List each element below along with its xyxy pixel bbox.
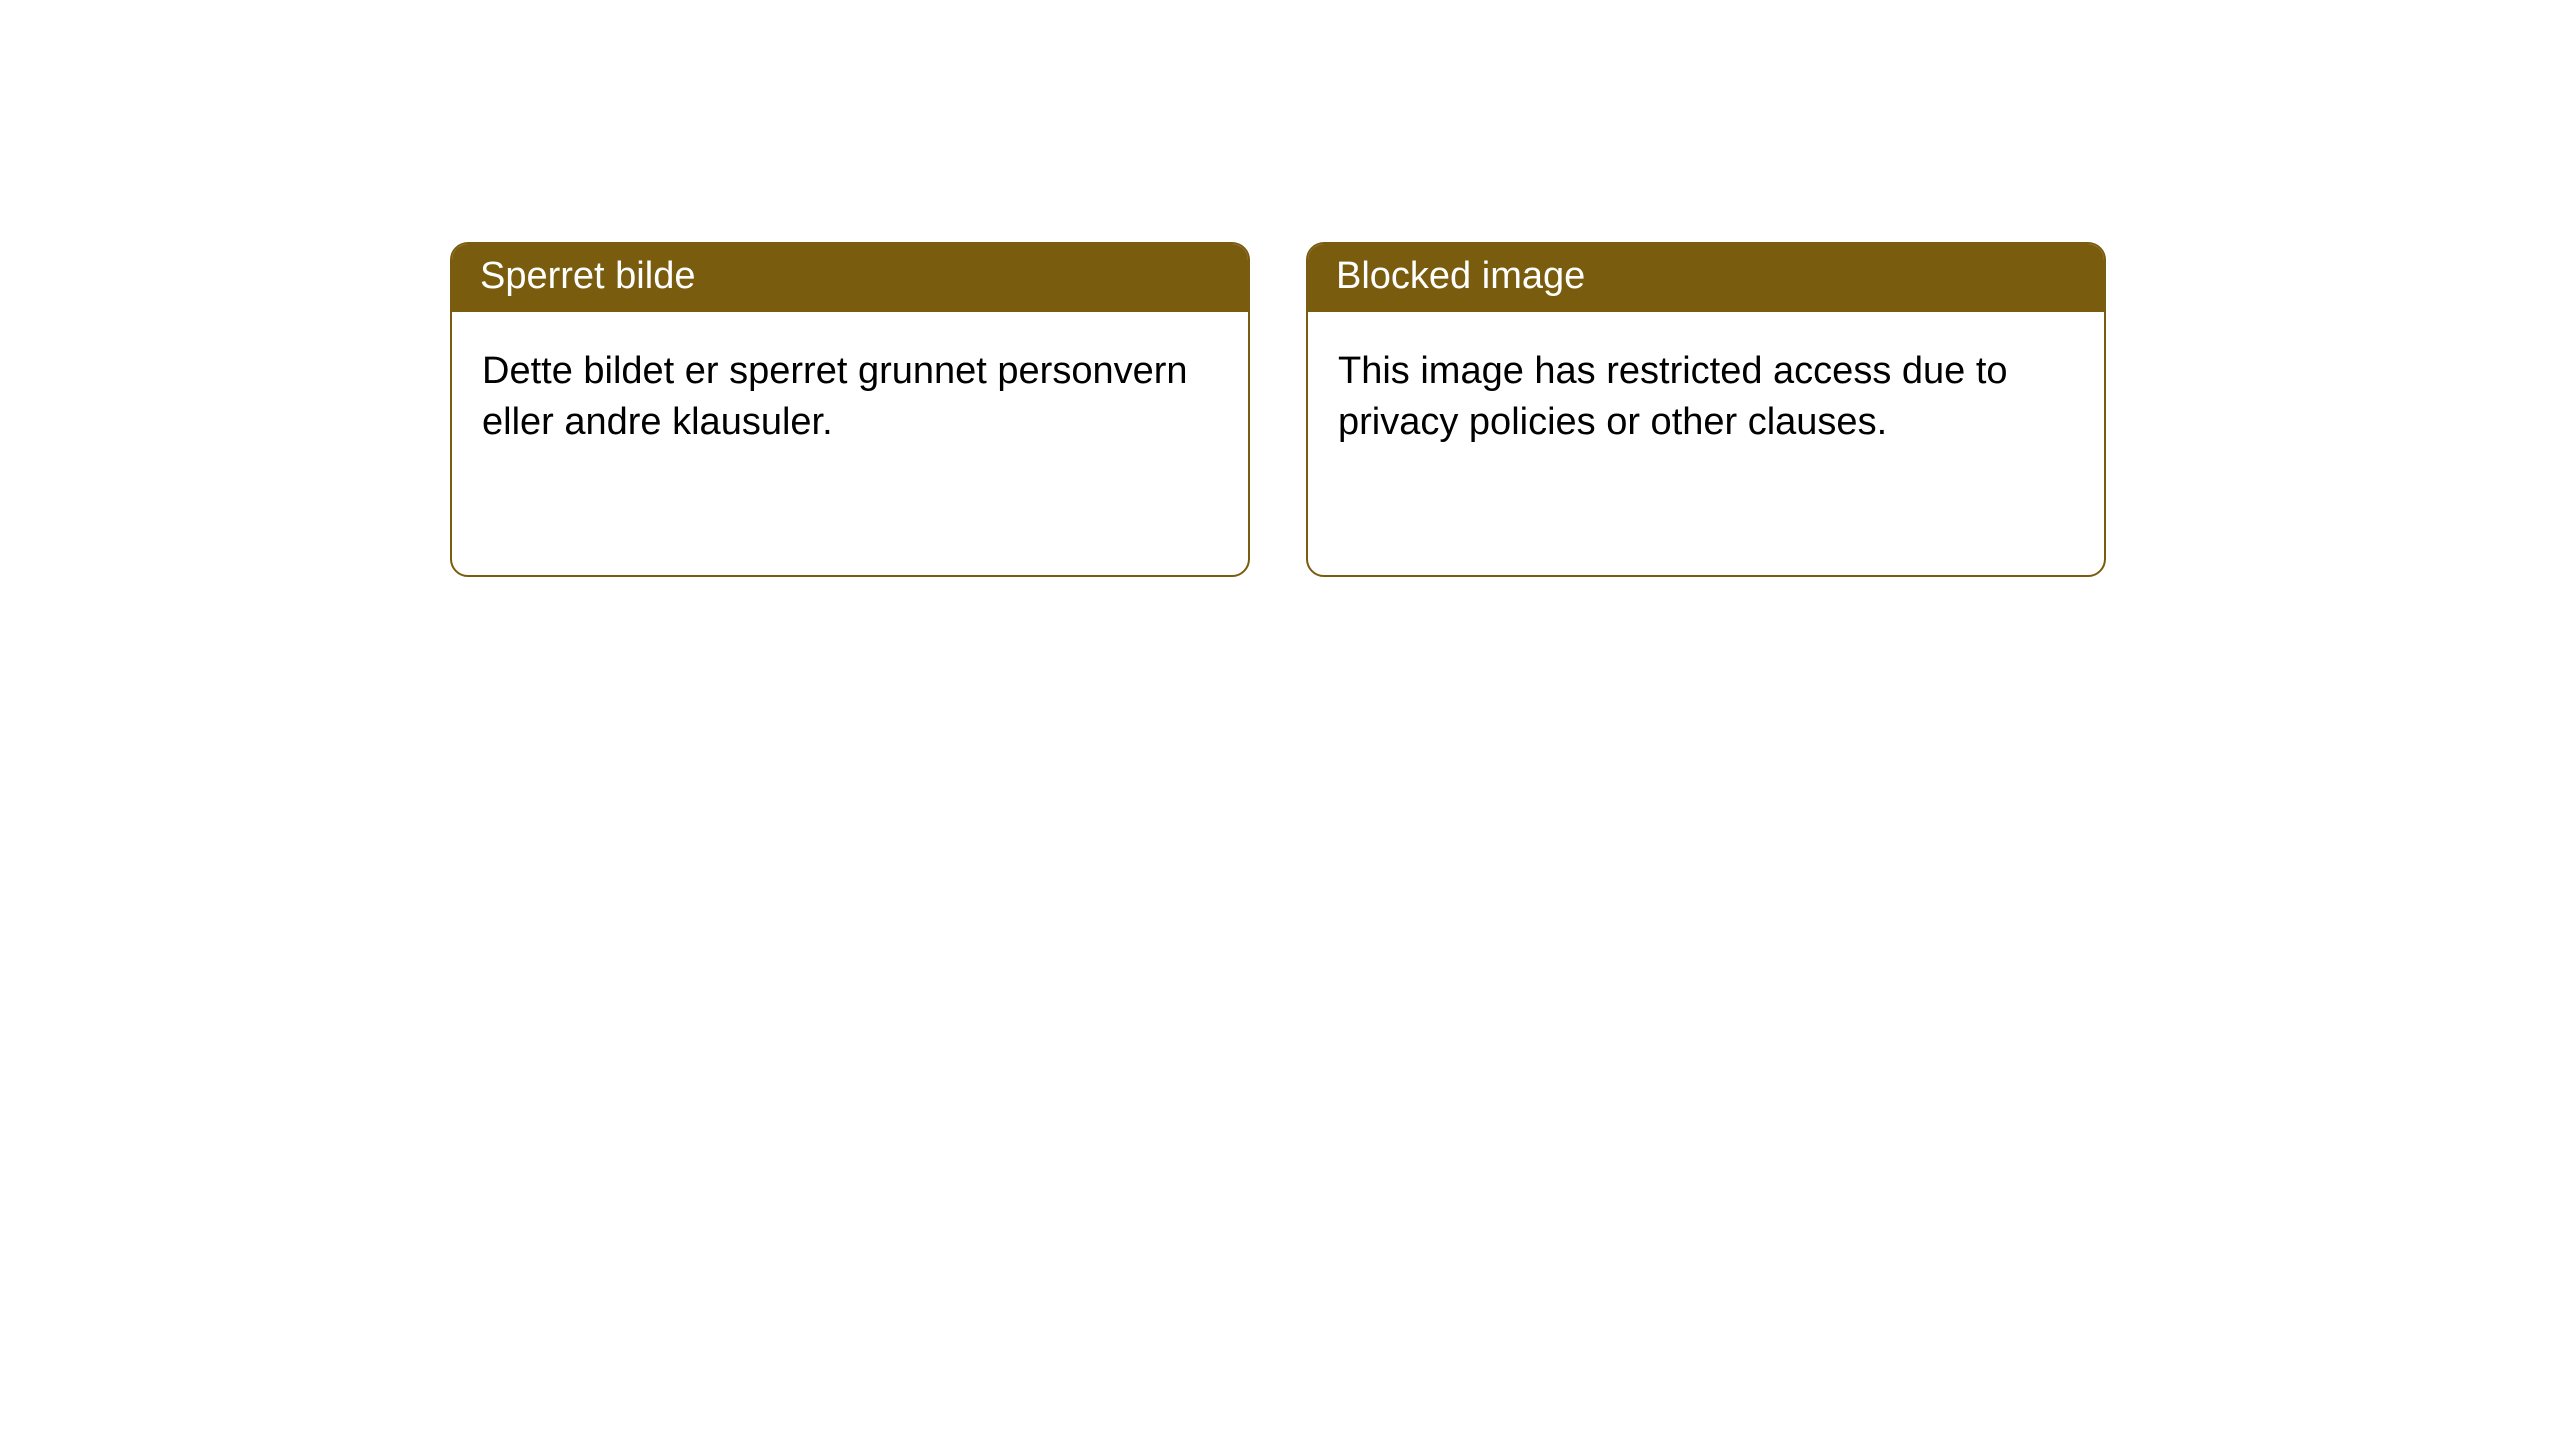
card-title: Sperret bilde: [480, 255, 695, 297]
card-body-text: Dette bildet er sperret grunnet personve…: [482, 350, 1188, 443]
card-header: Sperret bilde: [452, 244, 1248, 312]
card-body-text: This image has restricted access due to …: [1338, 350, 2008, 443]
card-title: Blocked image: [1336, 255, 1585, 297]
notice-card-norwegian: Sperret bilde Dette bildet er sperret gr…: [450, 242, 1250, 577]
card-header: Blocked image: [1308, 244, 2104, 312]
notice-card-english: Blocked image This image has restricted …: [1306, 242, 2106, 577]
card-body: This image has restricted access due to …: [1308, 312, 2104, 483]
card-body: Dette bildet er sperret grunnet personve…: [452, 312, 1248, 483]
notice-container: Sperret bilde Dette bildet er sperret gr…: [0, 0, 2560, 577]
